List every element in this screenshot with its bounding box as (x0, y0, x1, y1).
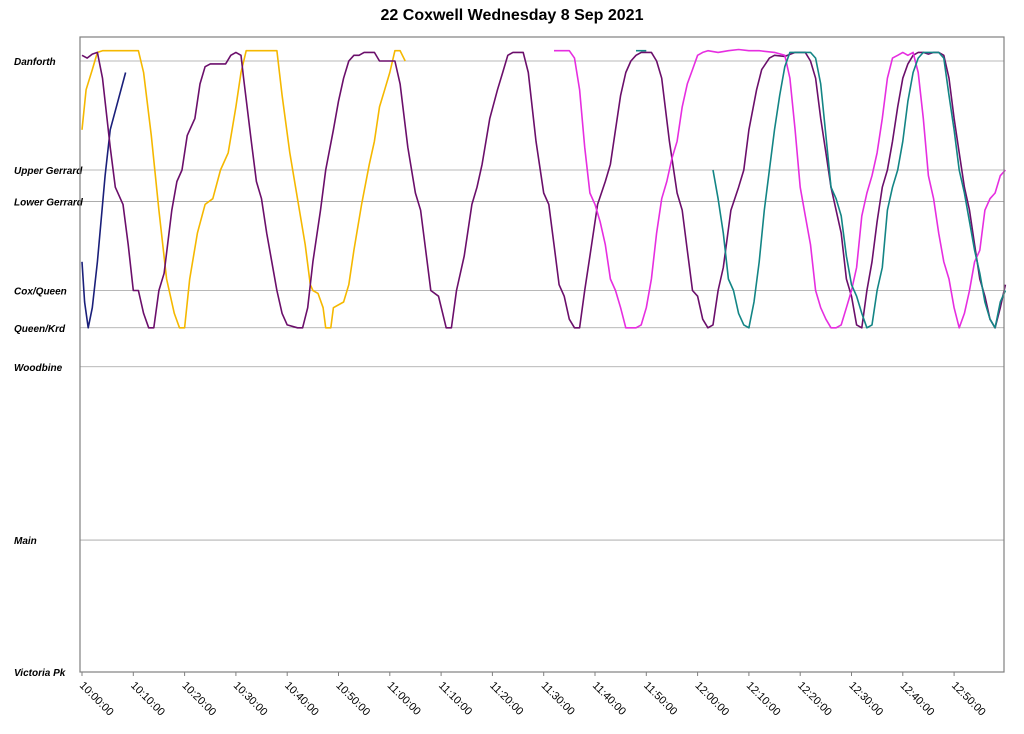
x-tick-label: 11:30:00 (539, 680, 577, 718)
x-tick-label: 10:20:00 (179, 680, 218, 719)
y-axis-labels: Danforth Upper Gerrard Lower Gerrard Cox/Qu… (14, 57, 84, 679)
x-tick-label: 10:00:00 (77, 680, 116, 719)
x-tick-label: 12:10:00 (744, 680, 783, 719)
series-line (81, 72, 127, 329)
x-tick-label: 12:40:00 (898, 680, 937, 719)
series-line (712, 51, 1007, 329)
y-tick-label: Main (14, 536, 37, 547)
series-lines (81, 48, 1007, 329)
series-line (81, 49, 406, 329)
x-tick-label: 11:10:00 (436, 680, 474, 718)
y-tick-label: Lower Gerrard (14, 198, 84, 209)
x-tick-label: 10:10:00 (128, 680, 167, 719)
x-tick-label: 10:30:00 (231, 680, 270, 719)
y-tick-label: Cox/Queen (14, 286, 67, 297)
y-tick-label: Danforth (14, 57, 56, 68)
x-tick-label: 11:50:00 (641, 680, 679, 718)
y-tick-label: Queen/Krd (14, 324, 66, 335)
gridlines (80, 60, 1004, 541)
plot-area-border (79, 36, 1005, 673)
x-axis-labels: 10:00:00 10:10:00 10:20:00 10:30:00 10:40:00… (77, 680, 988, 719)
x-tick-label: 12:00:00 (692, 680, 731, 719)
x-tick-label: 11:00:00 (385, 680, 423, 718)
y-tick-label: Upper Gerrard (14, 166, 83, 177)
y-tick-label: Woodbine (14, 363, 63, 374)
series-line (554, 48, 1006, 329)
x-tick-label: 11:40:00 (590, 680, 628, 718)
plot-frame (79, 36, 1005, 676)
x-tick-label: 12:20:00 (795, 680, 834, 719)
x-tick-label: 12:30:00 (846, 680, 885, 719)
y-tick-label: Victoria Pk (14, 668, 66, 679)
x-tick-label: 11:20:00 (487, 680, 525, 718)
x-tick-label: 12:50:00 (949, 680, 988, 719)
series-line (81, 51, 1007, 329)
chart-title: 22 Coxwell Wednesday 8 Sep 2021 (381, 7, 644, 24)
x-tick-label: 10:50:00 (333, 680, 372, 719)
x-tick-label: 10:40:00 (282, 680, 321, 719)
